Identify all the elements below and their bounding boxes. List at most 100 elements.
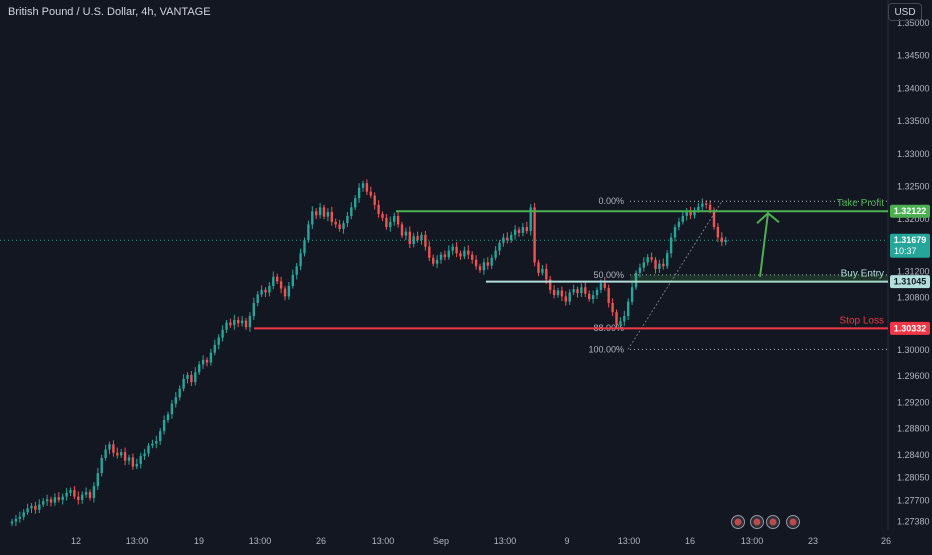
candle-body — [377, 204, 380, 214]
candle-body — [14, 518, 18, 522]
candle-body — [623, 316, 626, 322]
candle-body — [556, 290, 560, 296]
candle-body — [221, 329, 224, 338]
candle-body — [170, 403, 174, 415]
candle-body — [30, 505, 33, 509]
candle-body — [697, 206, 700, 211]
candle-body — [463, 250, 466, 257]
candle-body — [311, 211, 314, 225]
candle-body — [677, 221, 681, 228]
candle-body — [291, 274, 294, 286]
candle-body — [549, 279, 552, 290]
candle-body — [26, 508, 29, 513]
candle-body — [681, 215, 684, 222]
candle-body — [658, 263, 661, 269]
candle-body — [588, 293, 591, 300]
candle-body — [408, 231, 411, 245]
time-tick-label: 13:00 — [494, 536, 517, 546]
candle-body — [365, 183, 369, 192]
time-tick-label: 13:00 — [741, 536, 764, 546]
candle-body — [350, 207, 353, 216]
price-tick-label: 1.28800 — [897, 424, 930, 434]
candle-body — [381, 213, 384, 218]
price-tick-label: 1.28400 — [897, 450, 930, 460]
candle-body — [447, 250, 450, 258]
candle-body — [673, 227, 677, 238]
candle-body — [630, 287, 634, 302]
candle-body — [229, 322, 232, 326]
candle-body — [77, 496, 80, 500]
candle-body — [96, 473, 99, 487]
candle-body — [416, 236, 419, 241]
candle-body — [502, 237, 505, 243]
candle-body — [494, 250, 497, 258]
countdown-label: 10:37 — [894, 246, 917, 256]
time-tick-label: Sep — [433, 536, 449, 546]
candle-body — [178, 388, 181, 398]
candle-body — [307, 224, 310, 241]
candle-body — [615, 312, 618, 325]
candle-body — [88, 492, 92, 498]
candle-body — [42, 501, 45, 505]
candle-body — [190, 374, 193, 383]
candle-body — [162, 420, 166, 432]
candle-body — [303, 240, 306, 254]
candle-body — [552, 289, 556, 296]
currency-button[interactable]: USD — [888, 3, 922, 21]
candle-body — [198, 364, 201, 373]
candle-body — [182, 378, 185, 389]
time-tick-label: 23 — [808, 536, 818, 546]
candle-body — [334, 221, 337, 225]
entry-zone — [630, 274, 888, 282]
price-badge — [890, 233, 930, 258]
price-tick-label: 1.34000 — [897, 83, 930, 93]
event-flag-dot — [734, 518, 742, 526]
time-tick-label: 13:00 — [372, 536, 395, 546]
candle-body — [73, 490, 76, 497]
candle-body — [81, 494, 84, 500]
candle-body — [260, 289, 263, 295]
price-tick-label: 1.27380 — [897, 516, 930, 526]
price-tick-label: 1.28050 — [897, 473, 930, 483]
candle-body — [108, 444, 111, 450]
candle-body — [537, 262, 540, 273]
candle-body — [322, 207, 326, 217]
candle-body — [580, 287, 583, 294]
candle-body — [256, 294, 259, 303]
candle-body — [498, 242, 501, 251]
event-flag-dot — [789, 518, 797, 526]
candle-body — [666, 253, 669, 267]
candle-body — [159, 431, 162, 442]
time-tick-label: 26 — [881, 536, 891, 546]
time-tick-label: 16 — [685, 536, 695, 546]
time-tick-label: 19 — [194, 536, 204, 546]
candle-body — [439, 254, 443, 260]
fib-trend-line — [627, 200, 723, 350]
price-tick-label: 1.35000 — [897, 18, 930, 28]
candle-body — [283, 288, 287, 297]
event-flag-dot — [753, 518, 761, 526]
candle-body — [564, 296, 567, 302]
candle-body — [357, 187, 361, 199]
candle-body — [217, 337, 220, 345]
candle-body — [541, 268, 544, 273]
candle-body — [38, 504, 41, 510]
candle-body — [396, 215, 400, 225]
candle-body — [131, 457, 135, 467]
candle-body — [720, 237, 723, 243]
candle-body — [560, 290, 564, 297]
candle-body — [662, 263, 665, 267]
price-badge — [890, 204, 930, 218]
price-tick-label: 1.30000 — [897, 345, 930, 355]
chart-title: British Pound / U.S. Dollar, 4h, VANTAGE — [8, 6, 211, 18]
candle-body — [155, 441, 158, 444]
time-tick-label: 9 — [564, 536, 569, 546]
candle-body — [143, 453, 146, 457]
candle-body — [373, 195, 376, 205]
candle-body — [619, 321, 622, 325]
candle-body — [201, 359, 205, 365]
candle-body — [693, 210, 696, 216]
fib-level-label: 50.00% — [593, 270, 624, 280]
